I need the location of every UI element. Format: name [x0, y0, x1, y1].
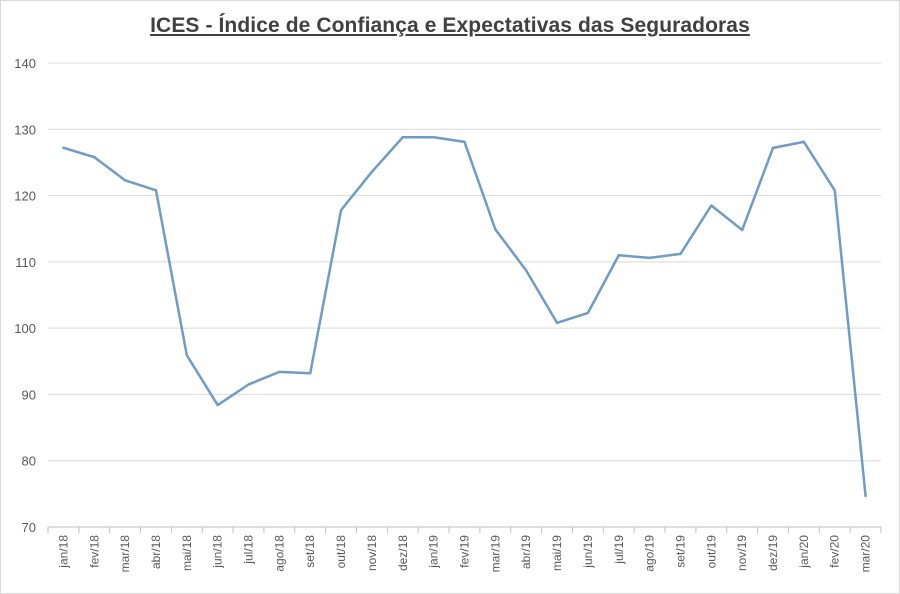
x-tick-label: mar/18 — [118, 535, 132, 573]
data-point — [154, 189, 158, 192]
x-tick-label: jan/18 — [56, 535, 70, 569]
x-tick-label: nov/19 — [735, 535, 749, 571]
x-tick-label: mar/20 — [859, 535, 873, 573]
data-point — [401, 136, 404, 139]
x-tick-label: fev/18 — [87, 535, 101, 568]
x-tick-label: ago/18 — [272, 535, 286, 572]
data-point — [833, 189, 836, 192]
data-point — [370, 170, 374, 173]
data-point — [463, 140, 466, 144]
data-point — [740, 228, 744, 232]
x-tick-label: out/19 — [704, 535, 718, 569]
x-tick-label: jun/18 — [211, 535, 225, 569]
data-point — [93, 155, 96, 159]
x-tick-label: set/19 — [673, 535, 687, 568]
x-tick-label: mai/18 — [180, 535, 194, 571]
gridlines — [48, 62, 881, 462]
data-point — [710, 204, 713, 207]
data-point — [185, 354, 189, 357]
x-tick-label: mai/19 — [550, 535, 564, 571]
x-tick-label: set/18 — [303, 535, 317, 568]
x-tick-label: jan/19 — [427, 535, 441, 569]
x-tick-label: out/18 — [334, 535, 348, 569]
x-tick-label: dez/18 — [396, 535, 410, 571]
data-point — [802, 140, 806, 144]
data-point — [339, 208, 343, 212]
x-axis-tick-labels: jan/18 fev/18 mar/18 abr/18 mai/18 jun/18 jul/… — [56, 535, 872, 573]
data-point — [679, 252, 682, 256]
x-axis — [47, 526, 882, 533]
data-point — [771, 146, 775, 150]
chart-title: ICES - Índice de Confiança e Expectativa… — [150, 14, 750, 37]
series-line — [62, 135, 867, 498]
y-axis-tick-labels: 70 80 90 100 110 120 130 140 — [14, 56, 36, 535]
data-point — [555, 321, 559, 325]
x-tick-label: fev/20 — [828, 535, 842, 568]
series-layer — [62, 135, 867, 498]
x-tick-label: mar/19 — [488, 535, 502, 573]
data-point — [617, 254, 620, 257]
y-tick-label: 140 — [14, 56, 36, 71]
data-point — [432, 136, 435, 139]
data-point — [216, 403, 219, 407]
data-point — [123, 179, 127, 182]
data-point — [648, 256, 651, 260]
y-tick-label: 80 — [22, 454, 36, 469]
x-tick-label: abr/19 — [519, 535, 533, 569]
y-tick-label: 90 — [22, 387, 36, 402]
x-tick-label: dez/19 — [766, 535, 780, 571]
data-point — [864, 494, 867, 498]
x-tick-label: jun/19 — [581, 535, 595, 569]
y-tick-label: 130 — [14, 122, 36, 137]
x-tick-label: jan/20 — [797, 535, 811, 569]
x-tick-label: ago/19 — [643, 535, 657, 572]
x-tick-label: abr/18 — [149, 535, 163, 569]
x-tick-label: jul/19 — [612, 535, 626, 565]
data-point — [309, 372, 312, 375]
data-point — [525, 269, 528, 272]
data-point — [62, 146, 65, 150]
data-point — [586, 311, 590, 315]
data-point — [494, 228, 497, 231]
data-point — [247, 383, 250, 386]
x-tick-label: nov/18 — [365, 535, 379, 571]
x-tick-label: fev/19 — [458, 535, 472, 568]
y-tick-label: 110 — [15, 255, 36, 270]
y-tick-label: 100 — [14, 321, 36, 336]
y-tick-label: 120 — [14, 189, 36, 204]
data-point — [278, 370, 281, 374]
x-tick-label: jul/18 — [242, 535, 256, 565]
y-tick-label: 70 — [22, 520, 36, 535]
